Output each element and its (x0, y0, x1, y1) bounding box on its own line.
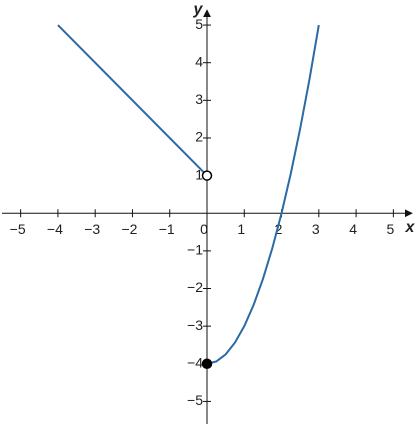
x-tick-label: 4 (349, 221, 357, 237)
y-tick-label: 3 (195, 91, 203, 107)
x-tick-label: 1 (237, 221, 245, 237)
y-tick-label: −3 (187, 317, 203, 333)
x-tick-label: −4 (47, 221, 63, 237)
x-tick-label: 5 (386, 221, 394, 237)
closed-point (201, 358, 213, 370)
y-tick-label: −5 (187, 392, 203, 408)
y-tick-label: −1 (187, 242, 203, 258)
y-tick-label: −2 (187, 279, 203, 295)
open-point (201, 170, 213, 181)
x-tick-label: −2 (121, 221, 137, 237)
function-curve (206, 24, 320, 365)
function-curve (57, 24, 208, 177)
y-tick-label: 5 (195, 16, 203, 32)
x-axis-title: x (405, 219, 416, 236)
y-tick-label: 4 (195, 53, 203, 69)
y-tick-label: 2 (195, 129, 203, 145)
y-tick-label: 1 (195, 166, 203, 182)
y-tick-label: −4 (187, 354, 203, 370)
x-tick-label: −5 (10, 221, 26, 237)
x-tick-label: 3 (312, 221, 320, 237)
x-tick-label: −3 (84, 221, 100, 237)
x-tick-label: −1 (159, 221, 175, 237)
x-tick-label: 2 (275, 221, 283, 237)
y-axis-title: y (193, 1, 204, 18)
x-tick-label: 0 (200, 221, 208, 237)
